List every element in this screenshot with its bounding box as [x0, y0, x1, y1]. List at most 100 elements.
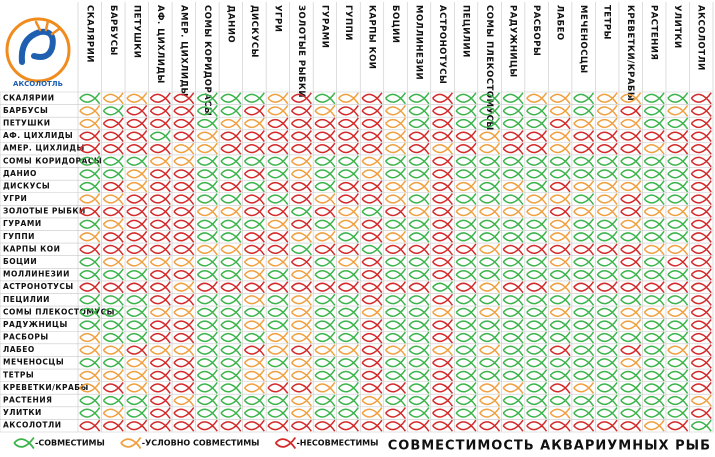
compatibility-icon: [314, 381, 336, 394]
compatibility-icon: [338, 167, 359, 180]
compatibility-icon: [667, 331, 689, 344]
compatibility-icon: [314, 281, 336, 294]
compatibility-icon: [243, 344, 265, 357]
compatibility-icon: [102, 92, 124, 105]
compatibility-icon: [338, 281, 359, 294]
row-label: СОМЫ КОРИДОРАСЫ: [3, 156, 102, 165]
compatibility-icon: [267, 331, 289, 344]
compatibility-icon: [149, 319, 171, 331]
compatibility-icon: [573, 142, 595, 155]
compatibility-icon: [502, 230, 524, 243]
compatibility-icon: [643, 230, 665, 243]
compatibility-icon: [667, 394, 689, 407]
compatibility-icon: [643, 130, 665, 143]
compatibility-icon: [573, 104, 595, 117]
compatibility-icon: [502, 180, 524, 193]
compatibility-icon: [290, 306, 312, 319]
compatibility-icon: [596, 92, 618, 105]
compatibility-icon: [243, 268, 265, 281]
compatibility-icon: [196, 218, 218, 231]
compatibility-icon: [196, 205, 218, 218]
compatibility-icon: [267, 193, 289, 205]
compatibility-icon: [620, 407, 642, 420]
compatibility-icon: [220, 193, 242, 205]
compatibility-icon: [432, 419, 454, 432]
compatibility-icon: [643, 293, 665, 306]
compatibility-icon: [314, 356, 336, 369]
column-label: КРЕВЕТКИ/КРАБЫ: [625, 5, 635, 101]
compatibility-icon: [338, 205, 359, 218]
compatibility-icon: [220, 167, 242, 180]
compatibility-icon: [290, 356, 312, 369]
compatibility-icon: [314, 419, 336, 432]
compatibility-icon: [126, 394, 148, 407]
compatibility-icon: [549, 104, 571, 117]
compatibility-icon: [196, 319, 218, 331]
compatibility-icon: [314, 394, 336, 407]
column-label: БОЦИИ: [390, 5, 400, 43]
compatibility-icon: [173, 268, 195, 281]
column-label: РАСТЕНИЯ: [649, 5, 659, 60]
column-label: МОЛЛИНЕЗИИ: [414, 5, 424, 80]
compatibility-icon: [149, 293, 171, 306]
compatibility-icon: [643, 92, 665, 105]
compatibility-icon: [338, 256, 359, 268]
compatibility-icon: [643, 369, 665, 382]
compatibility-icon: [220, 142, 242, 155]
compatibility-icon: [267, 381, 289, 394]
compatibility-icon: [126, 104, 148, 117]
row-label: ГУППИ: [3, 232, 35, 241]
compatibility-icon: [314, 104, 336, 117]
compatibility-icon: [620, 319, 642, 331]
compatibility-icon: [102, 306, 124, 319]
compatibility-icon: [126, 319, 148, 331]
compatibility-icon: [220, 218, 242, 231]
column-label: ГУППИ: [343, 5, 353, 41]
compatibility-icon: [290, 331, 312, 344]
compatibility-icon: [643, 306, 665, 319]
compatibility-icon: [690, 381, 712, 394]
compatibility-icon: [267, 407, 289, 420]
compatibility-icon: [408, 243, 430, 256]
compatibility-icon: [620, 381, 642, 394]
compatibility-icon: [267, 306, 289, 319]
compatibility-icon: [126, 268, 148, 281]
legend-label: -НЕСОВМЕСТИМЫ: [296, 439, 378, 448]
compatibility-icon: [149, 419, 171, 432]
compatibility-icon: [408, 104, 430, 117]
compatibility-icon: [596, 180, 618, 193]
compatibility-icon: [502, 268, 524, 281]
legend-icon: [274, 436, 297, 450]
compatibility-icon: [596, 356, 618, 369]
compatibility-icon: [596, 381, 618, 394]
compatibility-icon: [596, 205, 618, 218]
compatibility-icon: [479, 319, 501, 331]
row-label: МЕЧЕНОСЦЫ: [3, 358, 64, 367]
compatibility-icon: [314, 117, 336, 130]
compatibility-icon: [102, 281, 124, 294]
compatibility-icon: [667, 92, 689, 105]
compatibility-icon: [243, 230, 265, 243]
compatibility-icon: [667, 381, 689, 394]
logo: АКСОЛОТЛЬ: [5, 17, 71, 88]
compatibility-icon: [243, 419, 265, 432]
column-label: АСТРОНОТУСЫ: [437, 5, 447, 84]
compatibility-icon: [667, 193, 689, 205]
compatibility-icon: [220, 230, 242, 243]
compatibility-icon: [479, 243, 501, 256]
compatibility-icon: [243, 180, 265, 193]
compatibility-icon: [620, 142, 642, 155]
compatibility-icon: [173, 92, 195, 105]
compatibility-icon: [408, 394, 430, 407]
compatibility-icon: [126, 167, 148, 180]
compatibility-icon: [643, 407, 665, 420]
compatibility-icon: [385, 394, 407, 407]
compatibility-icon: [220, 92, 242, 105]
compatibility-icon: [502, 306, 524, 319]
compatibility-icon: [643, 155, 665, 168]
compatibility-icon: [455, 356, 477, 369]
compatibility-icon: [220, 104, 242, 117]
compatibility-icon: [432, 142, 454, 155]
compatibility-icon: [149, 92, 171, 105]
compatibility-icon: [267, 117, 289, 130]
